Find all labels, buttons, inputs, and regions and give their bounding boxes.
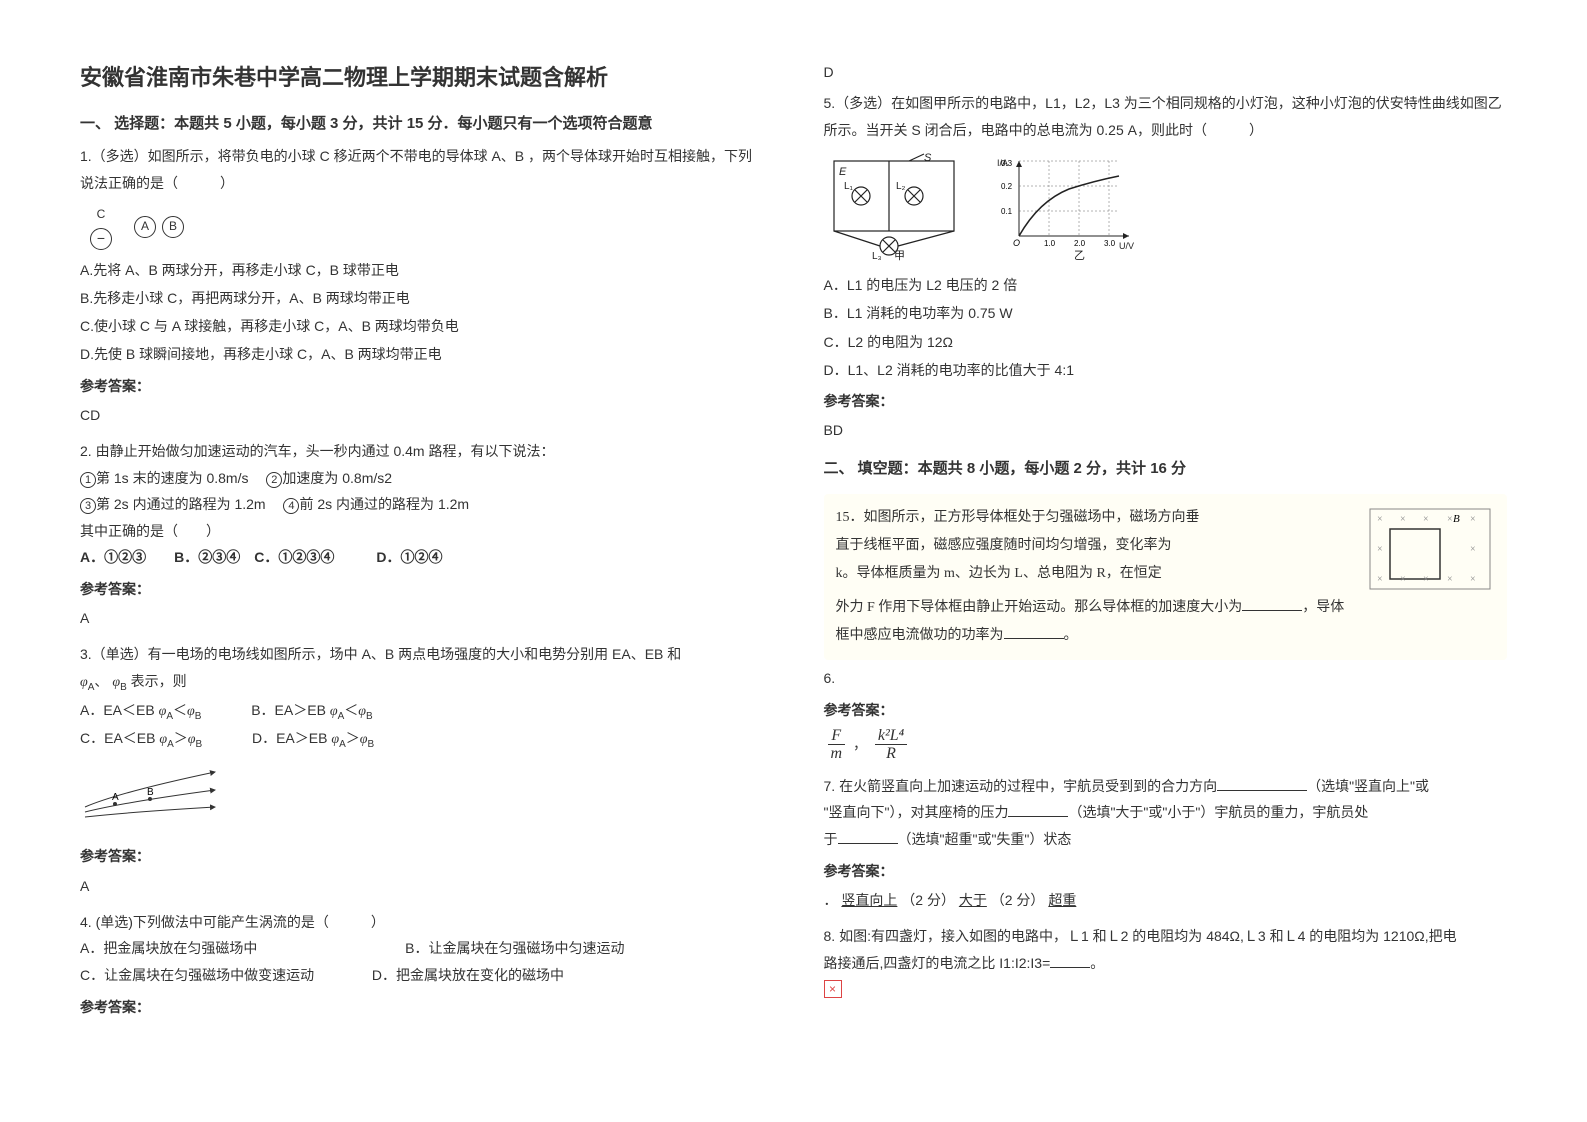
svg-text:×: × <box>1377 574 1383 585</box>
q7-line2: "竖直向下"），对其座椅的压力（选填"大于"或"小于"）宇航员的重力，宇航员处 <box>824 799 1508 826</box>
q5-opt-a: A．L1 的电压为 L2 电压的 2 倍 <box>824 273 1508 298</box>
blank <box>1004 625 1064 639</box>
q1-answer: CD <box>80 403 764 428</box>
q7-answer-label: 参考答案： <box>824 859 1508 884</box>
svg-text:0.1: 0.1 <box>1001 207 1013 216</box>
q2-options: A．①②③ B．②③④ C．①②③④ D．①②④ <box>80 544 764 571</box>
svg-text:×: × <box>1470 514 1476 525</box>
question-7: 7. 在火箭竖直向上加速运动的过程中，宇航员受到到的合力方向（选填"竖直向上"或… <box>824 773 1508 913</box>
ball-c-icon <box>90 228 112 250</box>
q5-opt-c: C．L2 的电阻为 12Ω <box>824 330 1508 355</box>
q3-options-row1: A．EA＜EB φA＜φB B．EA＞EB φA＜φB <box>80 697 764 726</box>
section-2-header: 二、 填空题：本题共 8 小题，每小题 2 分，共计 16 分 <box>824 457 1508 478</box>
svg-text:×: × <box>1447 514 1453 525</box>
q5-answer-label: 参考答案： <box>824 389 1508 414</box>
svg-text:O: O <box>1013 238 1020 248</box>
q2-answer: A <box>80 606 764 631</box>
ball-a-icon: A <box>134 216 156 238</box>
q7-answer: ． 竖直向上 （2 分） 大于 （2 分） 超重 <box>824 888 1508 913</box>
svg-text:甲: 甲 <box>894 250 905 261</box>
svg-text:0.3: 0.3 <box>1001 159 1013 168</box>
right-column: D 5.（多选）在如图甲所示的电路中，L1，L2，L3 为三个相同规格的小灯泡，… <box>824 60 1508 1062</box>
q6-square-frame-diagram: × × × × × × × × × × × × B <box>1365 504 1495 594</box>
left-column: 安徽省淮南市朱巷中学高二物理上学期期末试题含解析 一、 选择题：本题共 5 小题… <box>80 60 764 1062</box>
q3-options-row2: C．EA＜EB φA＞φB D．EA＞EB φA＞φB <box>80 725 764 754</box>
q4-stem: 4. (单选)下列做法中可能产生涡流的是（ ） <box>80 909 764 936</box>
q8-line1: 8. 如图:有四盏灯，接入如图的电路中，Ｌ1 和Ｌ2 的电阻均为 484Ω,Ｌ3… <box>824 923 1508 950</box>
ball-b-icon: B <box>162 216 184 238</box>
q5-opt-d: D．L1、L2 消耗的电功率的比值大于 4:1 <box>824 358 1508 383</box>
question-4: 4. (单选)下列做法中可能产生涡流的是（ ） A．把金属块放在匀强磁场中 B．… <box>80 909 764 1020</box>
q5-figures: E S L₂ L₁ L₃ 甲 <box>824 151 1508 261</box>
ball-c-label: C <box>97 204 106 226</box>
svg-text:×: × <box>1470 574 1476 585</box>
svg-text:L₁: L₁ <box>844 181 854 192</box>
q3-answer-label: 参考答案： <box>80 844 764 869</box>
q4-row2: C．让金属块在匀强磁场中做变速运动 D．把金属块放在变化的磁场中 <box>80 962 764 989</box>
q2-stem-l1: 2. 由静止开始做匀加速运动的汽车，头一秒内通过 0.4m 路程，有以下说法： <box>80 438 764 465</box>
document-title: 安徽省淮南市朱巷中学高二物理上学期期末试题含解析 <box>80 60 764 92</box>
svg-text:×: × <box>1447 574 1453 585</box>
svg-text:2.0: 2.0 <box>1074 239 1086 248</box>
q6-answer-label: 参考答案： <box>824 698 1508 723</box>
q1-opt-a: A.先将 A、B 两球分开，再移走小球 C，B 球带正电 <box>80 258 764 283</box>
svg-text:L₂: L₂ <box>896 181 906 192</box>
q7-line1: 7. 在火箭竖直向上加速运动的过程中，宇航员受到到的合力方向（选填"竖直向上"或 <box>824 773 1508 800</box>
q4-answer-label: 参考答案： <box>80 995 764 1020</box>
q3-field-lines-diagram: A B <box>80 762 220 822</box>
question-2: 2. 由静止开始做匀加速运动的汽车，头一秒内通过 0.4m 路程，有以下说法： … <box>80 438 764 631</box>
svg-text:×: × <box>1470 544 1476 555</box>
q1-diagram: C A B <box>90 204 764 250</box>
svg-text:L₃: L₃ <box>872 251 882 261</box>
broken-image-icon: × <box>824 980 842 998</box>
q1-opt-b: B.先移走小球 C，再把两球分开，A、B 两球均带正电 <box>80 286 764 311</box>
q1-opt-c: C.使小球 C 与 A 球接触，再移走小球 C，A、B 两球均带负电 <box>80 314 764 339</box>
svg-text:×: × <box>1377 514 1383 525</box>
question-3: 3.（单选）有一电场的电场线如图所示，场中 A、B 两点电场强度的大小和电势分别… <box>80 641 764 899</box>
q5-answer: BD <box>824 418 1508 443</box>
q2-answer-label: 参考答案： <box>80 577 764 602</box>
q1-stem: 1.（多选）如图所示，将带负电的小球 C 移近两个不带电的导体球 A、B ，两个… <box>80 143 764 196</box>
section-1-header: 一、 选择题：本题共 5 小题，每小题 3 分，共计 15 分．每小题只有一个选… <box>80 112 764 133</box>
q2-prompt: 其中正确的是（ ） <box>80 518 764 545</box>
svg-text:×: × <box>1423 574 1429 585</box>
q3-stem-l1: 3.（单选）有一电场的电场线如图所示，场中 A、B 两点电场强度的大小和电势分别… <box>80 641 764 668</box>
svg-text:A: A <box>112 792 119 803</box>
svg-text:1.0: 1.0 <box>1044 239 1056 248</box>
q7-line3: 于（选填"超重"或"失重"）状态 <box>824 826 1508 853</box>
q3-stem-l2: φA、 φB 表示，则 <box>80 668 764 697</box>
svg-text:S: S <box>924 152 932 164</box>
svg-text:×: × <box>1400 574 1406 585</box>
svg-text:×: × <box>1377 544 1383 555</box>
svg-text:B: B <box>1453 513 1460 525</box>
q1-answer-label: 参考答案： <box>80 374 764 399</box>
question-1: 1.（多选）如图所示，将带负电的小球 C 移近两个不带电的导体球 A、B ，两个… <box>80 143 764 428</box>
question-5: 5.（多选）在如图甲所示的电路中，L1，L2，L3 为三个相同规格的小灯泡，这种… <box>824 90 1508 443</box>
svg-text:E: E <box>839 166 847 178</box>
q5-stem: 5.（多选）在如图甲所示的电路中，L1，L2，L3 为三个相同规格的小灯泡，这种… <box>824 90 1508 143</box>
q3-answer: A <box>80 874 764 899</box>
svg-text:×: × <box>1423 514 1429 525</box>
question-8: 8. 如图:有四盏灯，接入如图的电路中，Ｌ1 和Ｌ2 的电阻均为 484Ω,Ｌ3… <box>824 923 1508 1001</box>
svg-text:乙: 乙 <box>1074 249 1085 261</box>
svg-text:0.2: 0.2 <box>1001 182 1013 191</box>
question-6: 15．如图所示，正方形导体框处于匀强磁场中，磁场方向垂 直于线框平面，磁感应强度… <box>824 488 1508 763</box>
q2-sub-1-2: 1第 1s 末的速度为 0.8m/s 2加速度为 0.8m/s2 <box>80 465 764 492</box>
q6-boxed-text: 15．如图所示，正方形导体框处于匀强磁场中，磁场方向垂 直于线框平面，磁感应强度… <box>824 494 1508 660</box>
svg-text:B: B <box>147 787 154 798</box>
q6-answer: Fm ， k²L⁴R <box>824 727 1508 763</box>
q1-opt-d: D.先使 B 球瞬间接地，再移走小球 C，A、B 两球均带正电 <box>80 342 764 367</box>
blank <box>1242 597 1302 611</box>
q5-circuit-diagram: E S L₂ L₁ L₃ 甲 <box>824 151 974 261</box>
q4-answer: D <box>824 64 1508 80</box>
svg-text:3.0: 3.0 <box>1104 239 1116 248</box>
q4-row1: A．把金属块放在匀强磁场中 B．让金属块在匀强磁场中匀速运动 <box>80 935 764 962</box>
q8-line2: 路接通后,四盏灯的电流之比 I1:I2:I3=。 <box>824 950 1508 977</box>
q2-sub-3-4: 3第 2s 内通过的路程为 1.2m 4前 2s 内通过的路程为 1.2m <box>80 491 764 518</box>
svg-text:×: × <box>1400 514 1406 525</box>
svg-text:U/V: U/V <box>1119 241 1134 251</box>
q5-opt-b: B．L1 消耗的电功率为 0.75 W <box>824 301 1508 326</box>
q5-iv-graph: I/A U/V 0.10.20.3 1.02.03.0 O 乙 <box>994 151 1144 261</box>
